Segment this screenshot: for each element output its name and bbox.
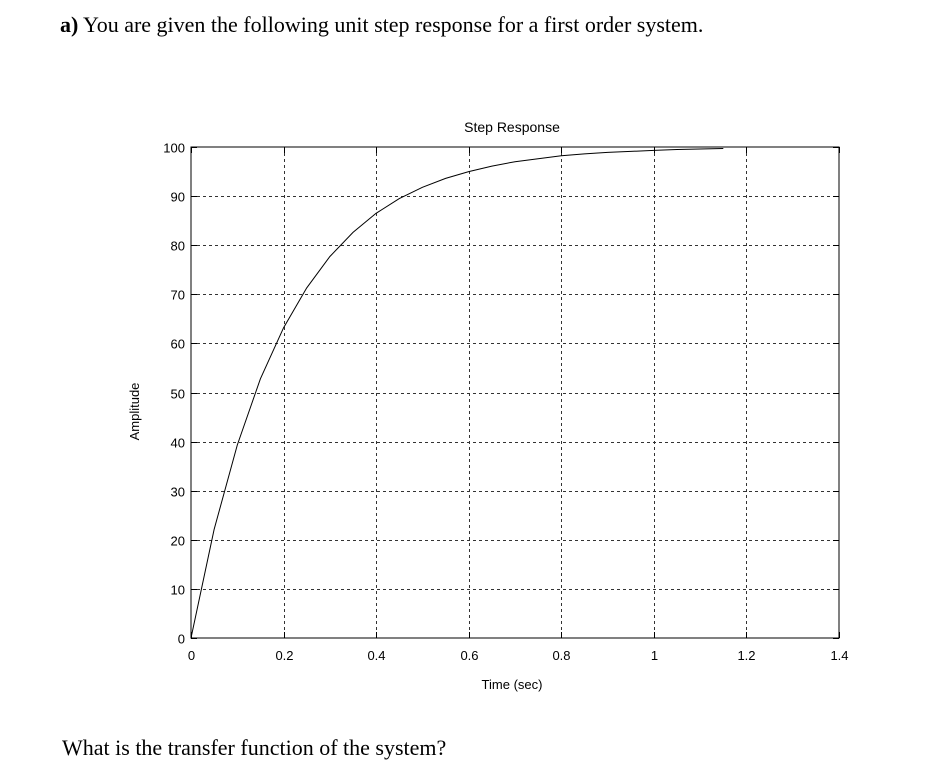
- y-tick-label: 100: [163, 141, 185, 156]
- chart-grid: [191, 147, 839, 638]
- y-tick-label: 20: [171, 534, 185, 549]
- question-label: a): [60, 12, 79, 37]
- axis-ticks: [191, 147, 840, 639]
- x-tick-label: 0.6: [460, 648, 478, 663]
- y-tick-label: 70: [171, 288, 185, 303]
- x-tick-label: 0.8: [552, 648, 570, 663]
- y-tick-label: 40: [171, 436, 185, 451]
- x-tick-labels: 0 0.2 0.4 0.6 0.8 1 1.2 1.4: [188, 648, 849, 663]
- y-tick-label: 90: [171, 190, 185, 205]
- y-tick-label: 0: [178, 632, 185, 647]
- response-curve: [190, 148, 724, 639]
- question-body: You are given the following unit step re…: [83, 12, 704, 37]
- y-tick-label: 80: [171, 239, 185, 254]
- x-tick-label: 1.4: [830, 648, 848, 663]
- y-tick-label: 10: [171, 583, 185, 598]
- y-tick-label: 30: [171, 485, 185, 500]
- x-tick-label: 0.2: [275, 648, 293, 663]
- x-tick-label: 0: [188, 648, 195, 663]
- plot-frame: [190, 146, 840, 639]
- y-tick-label: 50: [171, 387, 185, 402]
- y-axis-label: Amplitude: [127, 383, 142, 441]
- chart-title: Step Response: [464, 119, 560, 135]
- x-axis-label: Time (sec): [482, 677, 543, 692]
- y-tick-labels: 0 10 20 30 40 50 60 70 80 90 100: [163, 141, 185, 647]
- question-text: a) You are given the following unit step…: [60, 12, 703, 38]
- x-tick-label: 0.4: [367, 648, 385, 663]
- x-tick-label: 1: [651, 648, 658, 663]
- footer-question: What is the transfer function of the sys…: [62, 735, 447, 760]
- x-tick-label: 1.2: [737, 648, 755, 663]
- y-tick-label: 60: [171, 337, 185, 352]
